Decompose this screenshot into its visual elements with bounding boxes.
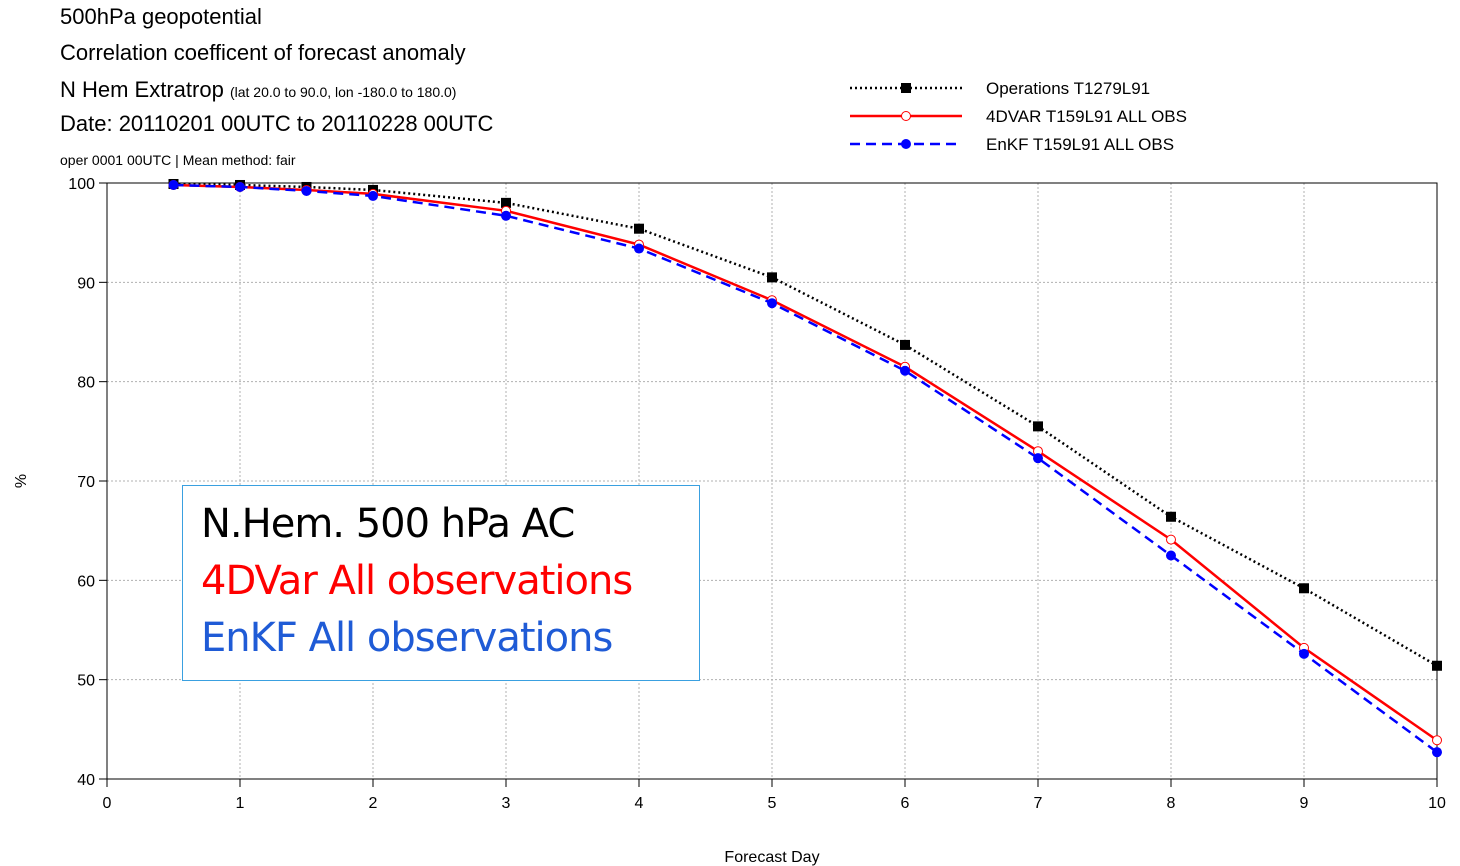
series-3-point (767, 298, 777, 309)
legend-label-2: 4DVAR T159L91 ALL OBS (986, 107, 1187, 126)
series-1-point (767, 272, 777, 283)
y-axis-label: % (13, 474, 30, 488)
series-1-point (1166, 511, 1176, 522)
legend-marker-2 (901, 111, 911, 121)
y-tick-label: 50 (77, 673, 95, 690)
series-3-point (235, 181, 245, 192)
series-2-point (1166, 534, 1176, 545)
series-3-point (501, 210, 511, 221)
y-tick-label: 70 (77, 474, 95, 491)
series-1-point (634, 223, 644, 234)
annotation-line-3: EnKF All observations (201, 615, 613, 661)
series-3-point (1299, 648, 1309, 659)
series-1-point (900, 339, 910, 350)
annotation-box: N.Hem. 500 hPa AC 4DVar All observations… (182, 485, 700, 681)
x-tick-label: 5 (768, 795, 777, 812)
series-3-point (368, 190, 378, 201)
series-3-point (1033, 453, 1043, 464)
y-tick-label: 100 (68, 176, 95, 193)
region-line: N Hem Extratrop (lat 20.0 to 90.0, lon -… (60, 77, 456, 103)
x-tick-label: 2 (369, 795, 378, 812)
series-1-point (1432, 660, 1442, 671)
chart-title: 500hPa geopotential (60, 4, 262, 29)
annotation-line-2: 4DVar All observations (201, 558, 633, 604)
series-1-point (1299, 583, 1309, 594)
series-line-1 (173, 182, 1438, 667)
series-3-point (1432, 747, 1442, 758)
series-3-point (301, 185, 312, 196)
series-3-point (634, 243, 644, 254)
legend-label-3: EnKF T159L91 ALL OBS (986, 135, 1174, 154)
legend-label-1: Operations T1279L91 (986, 79, 1150, 98)
annotation-line-1: N.Hem. 500 hPa AC (201, 501, 575, 547)
series-3-point (168, 179, 179, 190)
region-bounds: (lat 20.0 to 90.0, lon -180.0 to 180.0) (229, 84, 457, 100)
series-3-point (900, 365, 910, 376)
x-tick-label: 7 (1034, 795, 1043, 812)
y-tick-label: 90 (77, 275, 95, 292)
method-note: oper 0001 00UTC | Mean method: fair (60, 152, 296, 168)
x-tick-label: 8 (1167, 795, 1176, 812)
y-tick-label: 40 (77, 772, 95, 789)
x-tick-label: 6 (901, 795, 910, 812)
legend-marker-3 (901, 139, 911, 149)
series-2-point (1432, 735, 1442, 746)
x-tick-label: 3 (502, 795, 511, 812)
series-1-point (501, 197, 511, 208)
x-tick-label: 1 (236, 795, 245, 812)
x-tick-label: 10 (1428, 795, 1446, 812)
x-tick-label: 9 (1300, 795, 1309, 812)
region-name: N Hem Extratrop (60, 77, 224, 102)
chart-subtitle: Correlation coefficent of forecast anoma… (60, 40, 466, 65)
x-axis-label: Forecast Day (724, 849, 819, 866)
date-range: Date: 20110201 00UTC to 20110228 00UTC (60, 111, 494, 136)
legend-marker-1 (901, 83, 911, 93)
x-tick-label: 4 (635, 795, 644, 812)
series-1-point (1033, 421, 1043, 432)
x-tick-label: 0 (103, 795, 112, 812)
y-tick-label: 80 (77, 375, 95, 392)
series-3-point (1166, 550, 1176, 561)
y-tick-label: 60 (77, 573, 95, 590)
